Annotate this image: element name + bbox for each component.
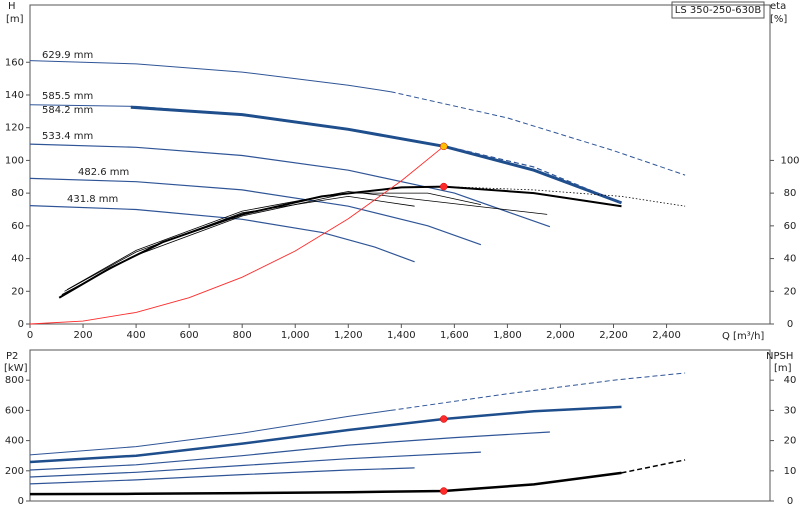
curve xyxy=(29,409,391,456)
y-tick-label: 100 xyxy=(5,155,24,166)
y2-axis-unit: [m] xyxy=(774,363,792,374)
y-tick-label: 0 xyxy=(18,319,24,330)
y-axis-unit: [kW] xyxy=(4,363,28,374)
y2-axis-title: NPSH xyxy=(766,351,793,362)
x-tick-label: 0 xyxy=(27,330,33,341)
curve xyxy=(29,431,550,471)
y2-tick-label: 30 xyxy=(784,405,797,416)
y-tick-label: 160 xyxy=(5,57,24,68)
curve xyxy=(64,195,415,292)
y-axis-title: H xyxy=(8,1,16,12)
curve-label: 585.5 mm xyxy=(42,91,93,102)
y-tick-label: 20 xyxy=(11,286,24,297)
curve xyxy=(29,451,481,478)
y2-tick-label: 20 xyxy=(784,286,797,297)
x-tick-label: 400 xyxy=(127,330,146,341)
curve-label: 629.9 mm xyxy=(42,50,93,61)
curve xyxy=(621,459,686,474)
curve-label: 482.6 mm xyxy=(78,167,129,178)
curve xyxy=(29,467,415,485)
x-tick-label: 1,000 xyxy=(281,330,310,341)
y2-tick-label: 40 xyxy=(784,375,797,386)
y2-tick-label: 100 xyxy=(780,155,799,166)
chart-title: LS 350-250-630B xyxy=(675,5,762,16)
y2-tick-label: 80 xyxy=(784,188,797,199)
y2-tick-label: 60 xyxy=(784,221,797,232)
y-tick-label: 120 xyxy=(5,123,24,134)
x-tick-label: 2,200 xyxy=(599,330,628,341)
y-tick-label: 60 xyxy=(11,221,24,232)
curve xyxy=(390,372,686,411)
y2-axis-title: eta xyxy=(770,1,786,12)
curve xyxy=(443,145,622,204)
x-tick-label: 1,400 xyxy=(387,330,416,341)
x-tick-label: 1,800 xyxy=(493,330,522,341)
plot-frame xyxy=(29,349,771,502)
y-tick-label: 800 xyxy=(5,375,24,386)
y2-tick-label: 0 xyxy=(787,319,793,330)
y-tick-label: 40 xyxy=(11,254,24,265)
x-tick-label: 2,000 xyxy=(546,330,575,341)
curve xyxy=(29,471,622,496)
curve-label: 431.8 mm xyxy=(67,194,118,205)
y-tick-label: 140 xyxy=(5,90,24,101)
y-tick-label: 400 xyxy=(5,436,24,447)
operating-point xyxy=(440,415,448,423)
y2-tick-label: 20 xyxy=(784,436,797,447)
y2-axis-unit: [%] xyxy=(770,14,787,25)
curve xyxy=(29,143,551,228)
curve-label: 533.4 mm xyxy=(42,131,93,142)
y2-tick-label: 10 xyxy=(784,466,797,477)
y-axis-title: P2 xyxy=(6,351,18,362)
plot-frame xyxy=(29,4,771,325)
operating-point xyxy=(440,487,448,495)
y-axis-unit: [m] xyxy=(6,14,24,25)
x-tick-label: 2,400 xyxy=(652,330,681,341)
operating-point xyxy=(440,182,448,191)
x-tick-label: 200 xyxy=(73,330,92,341)
curve xyxy=(130,105,623,205)
curve xyxy=(29,60,391,93)
y-tick-label: 0 xyxy=(18,496,24,507)
title-box xyxy=(671,1,765,19)
x-tick-label: 800 xyxy=(233,330,252,341)
curve xyxy=(66,191,548,290)
y2-tick-label: 0 xyxy=(787,496,793,507)
curve xyxy=(58,185,622,299)
curve xyxy=(29,145,445,325)
curve-label: 584.2 mm xyxy=(42,105,93,116)
curve xyxy=(443,186,686,207)
operating-point xyxy=(440,142,448,151)
curve xyxy=(390,91,686,176)
y2-tick-label: 40 xyxy=(784,254,797,265)
x-axis-title: Q [m³/h] xyxy=(722,331,764,342)
x-tick-label: 600 xyxy=(180,330,199,341)
x-tick-label: 1,200 xyxy=(334,330,363,341)
y-tick-label: 200 xyxy=(5,466,24,477)
curve xyxy=(29,405,622,464)
x-tick-label: 1,600 xyxy=(440,330,469,341)
curve xyxy=(29,205,415,263)
y-tick-label: 600 xyxy=(5,405,24,416)
curve xyxy=(29,177,482,246)
y-tick-label: 80 xyxy=(11,188,24,199)
